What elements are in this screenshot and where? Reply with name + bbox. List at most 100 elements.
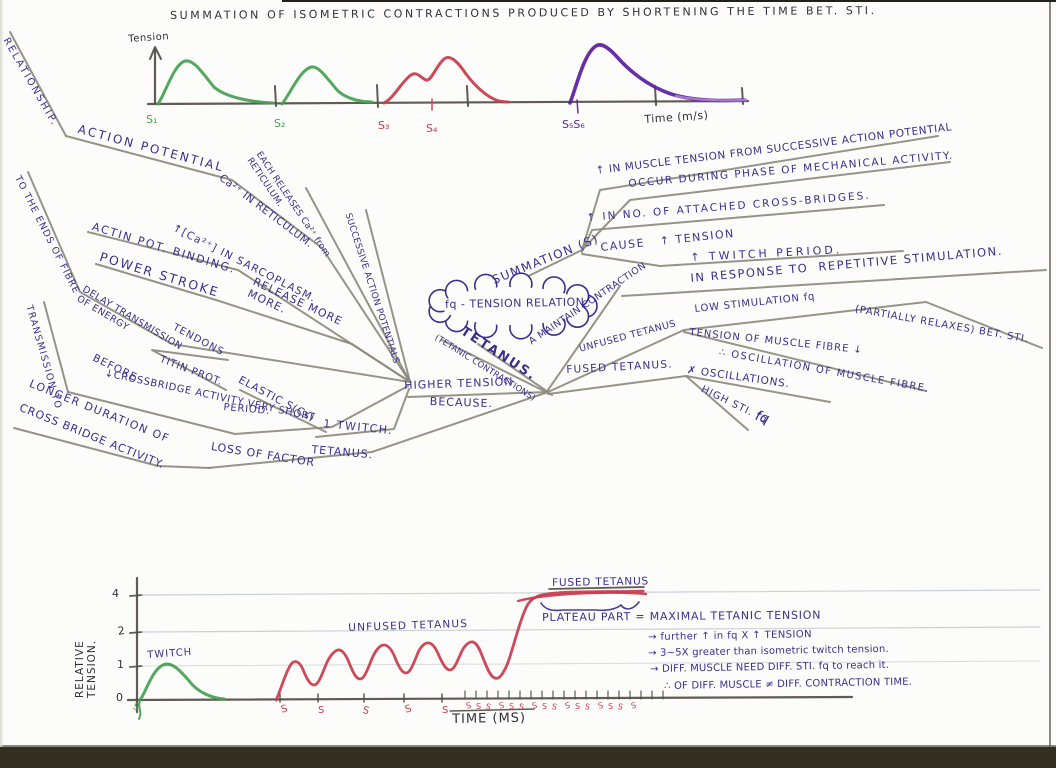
scan-edge-bottom (0, 747, 1056, 768)
summed-curve-s3s4 (382, 56, 510, 105)
node-partially-relaxes: (PARTIALLY RELAXES) BET. STI. (854, 304, 1030, 346)
node-tension-fibre-falls: TENSION OF MUSCLE FIBRE ↓ (688, 327, 864, 357)
longer-duration-line (13, 427, 211, 469)
elastic-line (239, 389, 327, 433)
btm-ytick-4 (129, 594, 143, 597)
top-tick-3 (466, 85, 469, 107)
no-oscillations-line (685, 375, 831, 403)
cloud-text: fq - TENSION RELATION (444, 295, 585, 311)
fan-muscle-tension (581, 135, 939, 251)
tetanus-cloud-line (477, 343, 549, 393)
btm-red-s-dense: S (583, 702, 591, 712)
transmission-line (43, 301, 69, 393)
node-relationship: RELATIONSHIP. (0, 36, 61, 129)
btm-red-s-sparse: S (318, 705, 325, 716)
node-one-twitch: 1 TWITCH. (322, 417, 394, 438)
note-diff-muscle: → DIFF. MUSCLE NEED DIFF. STI. fq to rea… (650, 659, 890, 675)
btm-red-s-dense: S (509, 702, 515, 711)
scan-edge-highlight (0, 745, 1056, 747)
btm-red-s-sparse: S (442, 705, 449, 716)
btm-red-s-sparse: S (361, 705, 371, 718)
response-line (621, 269, 1047, 297)
node-low-stimulation: LOW STIMULATION fq (694, 291, 816, 315)
note-contraction-time: ∴ OF DIFF. MUSCLE ≠ DIFF. CONTRACTION TI… (664, 676, 913, 692)
btm-red-s-dense: S (476, 702, 482, 711)
top-tick-1 (274, 85, 277, 107)
stimulus-s5s6: S₅S₆ (562, 118, 585, 131)
btm-red-s-dense: S (498, 700, 506, 711)
action-potential-chain (65, 135, 411, 383)
node-successive-aps: SUCCESSIVE ACTION POTENTIALS (342, 212, 401, 365)
top-xlabel: Time (m/s) (643, 108, 709, 126)
fused-label-red-underline (516, 591, 648, 603)
each-releases-line (305, 187, 411, 383)
btm-tetanus-curve (274, 589, 645, 702)
ends-chain (27, 171, 411, 383)
tetanic-contractions-line (441, 339, 553, 396)
partially-relaxes-line (683, 301, 1043, 349)
top-ylabel: Tension (128, 31, 170, 45)
btm-red-s-sparse: S (404, 703, 413, 716)
twitch-curve-s2 (280, 65, 374, 106)
maintain-line (547, 285, 621, 391)
plateau-brace (540, 601, 640, 612)
node-tetanus-small: TETANUS. (310, 443, 374, 462)
oscillation-line (683, 331, 927, 392)
btm-ytick-0: 0 (116, 691, 123, 704)
top-tick-2 (376, 84, 379, 108)
node-delay-transmission: DELAY TRANSMISSION OF ENERGY (74, 284, 185, 353)
scan-edge-left (0, 0, 4, 747)
fan-occur (581, 161, 951, 251)
btm-twitch-label: TWITCH (147, 646, 193, 661)
btm-red-s-dense: S (542, 702, 548, 711)
scan-edge-top (282, 0, 1056, 2)
because-line (407, 391, 549, 398)
stimulus-s3: S₃ (378, 119, 390, 132)
btm-red-s-dense: S (550, 702, 558, 712)
tendon-fork (151, 349, 229, 391)
node-because: BECAUSE. (429, 395, 494, 411)
btm-ylabel: RELATIVE TENSION. (74, 639, 99, 698)
s5s6-tick (576, 99, 579, 114)
btm-x-axis (126, 695, 854, 702)
time-overline (449, 708, 535, 712)
node-attached-crossbridges: ↑ IN NO. OF ATTACHED CROSS-BRIDGES. (586, 189, 872, 224)
node-ends-of-fibre: TO THE ENDS OF FIBRE (12, 174, 82, 296)
stimulus-s2: S₂ (274, 117, 286, 130)
btm-xlabel: TIME (MS) (452, 710, 527, 727)
scan-edge-right (1049, 0, 1051, 747)
node-action-potential: ACTION POTENTIAL (76, 122, 226, 175)
power-chain (95, 263, 411, 383)
top-yaxis-arrowhead (149, 46, 162, 60)
loss-chain (207, 391, 549, 469)
relationship-line (9, 31, 67, 137)
note-further: → further ↑ in fq X ↑ TENSION (648, 629, 813, 643)
node-summation: SUMMATION (S) (490, 231, 601, 287)
fan-cause-twitch (581, 250, 904, 267)
btm-green-s: S (131, 702, 141, 714)
btm-ytick-2: 2 (116, 624, 126, 638)
crossbridge-chain (67, 385, 409, 435)
btm-red-s-dense: S (608, 702, 614, 711)
btm-ytick-1: 1 (117, 658, 124, 671)
btm-ytick-1 (129, 665, 143, 668)
node-fused-tetanus: FUSED TETANUS. (566, 358, 674, 376)
page-title: SUMMATION OF ISOMETRIC CONTRACTIONS PROD… (169, 4, 877, 22)
btm-red-s-dense: S (465, 700, 473, 711)
btm-red-s-dense: S (575, 702, 581, 711)
btm-red-s-dense: S (564, 700, 572, 711)
btm-red-s-dense: S (531, 700, 539, 711)
btm-fused-label: FUSED TETANUS (552, 575, 650, 589)
btm-red-s-dense: S (630, 700, 638, 711)
node-loss-of-factor: LOSS OF FACTOR (210, 440, 316, 470)
btm-red-s-dense: S (616, 702, 624, 712)
unfused-line (547, 329, 685, 393)
fused-line (547, 375, 687, 395)
fan-crossbridges (581, 204, 885, 253)
note-3-5x: → 3~5X greater than isometric twitch ten… (648, 643, 889, 659)
btm-red-s-sparse: S (280, 703, 289, 716)
cloud-body (442, 287, 582, 325)
